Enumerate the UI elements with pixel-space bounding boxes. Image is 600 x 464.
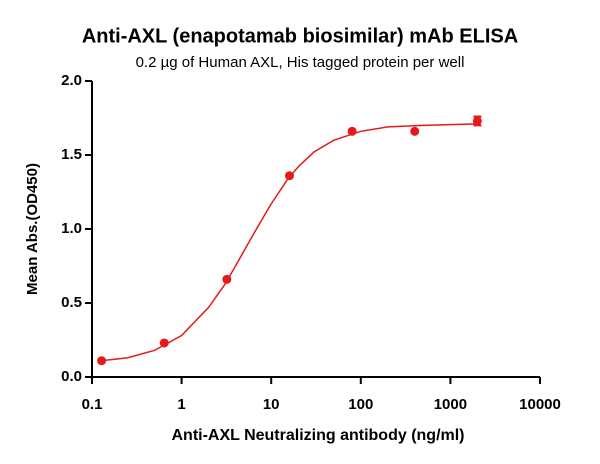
data-point (284, 171, 294, 181)
x-tick-label: 1000 (434, 396, 467, 413)
chart-title: Anti-AXL (enapotamab biosimilar) mAb ELI… (82, 25, 518, 47)
x-tick-label: 100 (348, 396, 373, 413)
data-point (472, 116, 482, 126)
data-point (159, 338, 169, 348)
y-tick-label: 0.0 (61, 368, 82, 385)
data-point (97, 356, 107, 366)
chart-subtitle: 0.2 µg of Human AXL, His tagged protein … (136, 54, 465, 71)
y-tick-label: 1.5 (61, 146, 82, 163)
x-tick-label: 1 (177, 396, 185, 413)
fit-curve (101, 123, 478, 362)
data-point (410, 126, 420, 136)
data-point (222, 274, 232, 284)
y-axis-label: Mean Abs.(OD450) (24, 163, 41, 295)
x-tick-label: 10 (263, 396, 280, 413)
x-tick-label: 10000 (519, 396, 561, 413)
x-tick-label: 0.1 (82, 396, 103, 413)
x-axis-label: Anti-AXL Neutralizing antibody (ng/ml) (171, 427, 464, 444)
y-tick-label: 0.5 (61, 294, 82, 311)
y-tick-label: 2.0 (61, 72, 82, 89)
y-tick-label: 1.0 (61, 220, 82, 237)
data-point (347, 126, 357, 136)
